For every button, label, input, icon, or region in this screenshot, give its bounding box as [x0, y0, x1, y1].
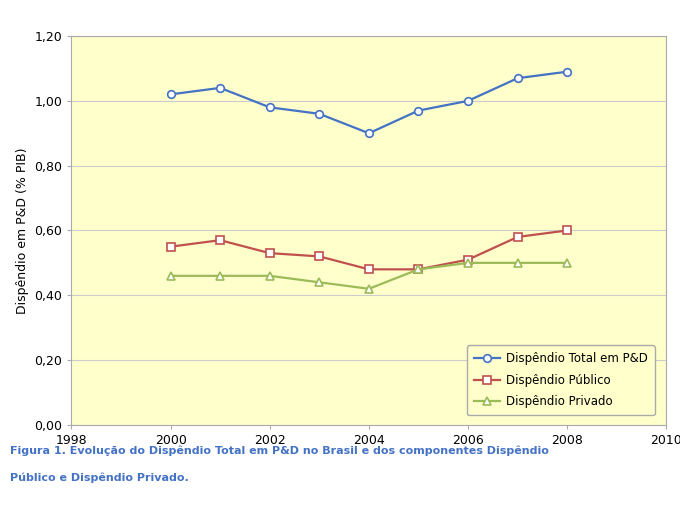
- Y-axis label: Dispêndio em P&D (% PIB): Dispêndio em P&D (% PIB): [16, 147, 29, 314]
- Text: Público e Dispêndio Privado.: Público e Dispêndio Privado.: [10, 473, 189, 483]
- Legend: Dispêndio Total em P&D, Dispêndio Público, Dispêndio Privado: Dispêndio Total em P&D, Dispêndio Públic…: [466, 346, 655, 415]
- Text: Figura 1. Evolução do Dispêndio Total em P&D no Brasil e dos componentes Dispênd: Figura 1. Evolução do Dispêndio Total em…: [10, 445, 549, 456]
